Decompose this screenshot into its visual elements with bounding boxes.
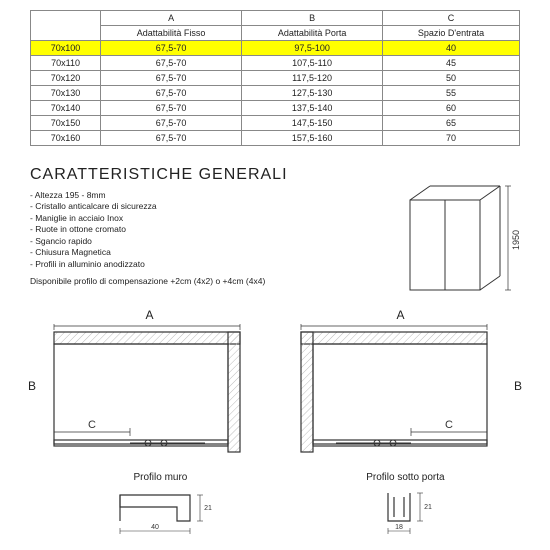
feature-item: Maniglie in acciaio Inox: [30, 213, 390, 224]
label-c-left: C: [88, 419, 96, 431]
col-letter: B: [242, 11, 383, 26]
cell: 107,5-110: [242, 56, 383, 71]
table-row: 70x15067,5-70147,5-15065: [31, 116, 520, 131]
label-a-right: A: [281, 308, 520, 322]
table-row: 70x13067,5-70127,5-13055: [31, 86, 520, 101]
feature-item: Sgancio rapido: [30, 236, 390, 247]
feature-item: Chiusura Magnetica: [30, 247, 390, 258]
elevation-diagram: 1950: [400, 180, 520, 300]
col-letter: A: [101, 11, 242, 26]
cell: 147,5-150: [242, 116, 383, 131]
table-row: 70x11067,5-70107,5-11045: [31, 56, 520, 71]
elevation-height-label: 1950: [511, 230, 520, 250]
features-list: Altezza 195 - 8mmCristallo anticalcare d…: [30, 190, 390, 270]
cell: 70x130: [31, 86, 101, 101]
cell: 70x110: [31, 56, 101, 71]
cell: 70x100: [31, 41, 101, 56]
label-c-right: C: [445, 419, 453, 431]
table-head: ABC Adattabilità FissoAdattabilità PortaS…: [31, 11, 520, 41]
feature-item: Ruote in ottone cromato: [30, 224, 390, 235]
cell: 60: [383, 101, 520, 116]
compensation-note: Disponibile profilo di compensazione +2c…: [30, 276, 390, 286]
cell: 67,5-70: [101, 71, 242, 86]
plan-right: A: [281, 308, 520, 464]
table-row: 70x12067,5-70117,5-12050: [31, 71, 520, 86]
cell: 97,5-100: [242, 41, 383, 56]
col-label: Adattabilità Porta: [242, 26, 383, 41]
cell: 67,5-70: [101, 101, 242, 116]
cell: 65: [383, 116, 520, 131]
door-profile-h: 21: [424, 504, 432, 511]
wall-profile: Profilo muro 40 21: [105, 472, 215, 537]
wall-profile-title: Profilo muro: [105, 472, 215, 483]
cell: 45: [383, 56, 520, 71]
wall-profile-w: 40: [152, 524, 160, 531]
feature-item: Altezza 195 - 8mm: [30, 190, 390, 201]
label-b-right: B: [514, 379, 522, 393]
label-b-left: B: [28, 379, 36, 393]
dimensions-table: ABC Adattabilità FissoAdattabilità PortaS…: [30, 10, 520, 146]
feature-item: Profili in alluminio anodizzato: [30, 259, 390, 270]
cell: 67,5-70: [101, 56, 242, 71]
cell: 70: [383, 131, 520, 146]
cell: 70x150: [31, 116, 101, 131]
cell: 157,5-160: [242, 131, 383, 146]
door-profile: Profilo sotto porta 18 21: [366, 472, 444, 537]
label-a-left: A: [30, 308, 269, 322]
feature-item: Cristallo anticalcare di sicurezza: [30, 201, 390, 212]
table-row: 70x10067,5-7097,5-10040: [31, 41, 520, 56]
cell: 67,5-70: [101, 116, 242, 131]
cell: 127,5-130: [242, 86, 383, 101]
cell: 70x120: [31, 71, 101, 86]
table-row: 70x14067,5-70137,5-14060: [31, 101, 520, 116]
plan-left: A: [30, 308, 269, 464]
cell: 67,5-70: [101, 41, 242, 56]
cell: 137,5-140: [242, 101, 383, 116]
col-label: Spazio D'entrata: [383, 26, 520, 41]
wall-profile-h: 21: [205, 505, 213, 512]
table-row: 70x16067,5-70157,5-16070: [31, 131, 520, 146]
col-label: Adattabilità Fisso: [101, 26, 242, 41]
cell: 67,5-70: [101, 131, 242, 146]
cell: 55: [383, 86, 520, 101]
plan-diagrams: A: [30, 308, 520, 464]
cell: 50: [383, 71, 520, 86]
cell: 70x140: [31, 101, 101, 116]
cell: 117,5-120: [242, 71, 383, 86]
section-title: CARATTERISTICHE GENERALI: [30, 166, 390, 184]
table-body: 70x10067,5-7097,5-1004070x11067,5-70107,…: [31, 41, 520, 146]
cell: 70x160: [31, 131, 101, 146]
cell: 40: [383, 41, 520, 56]
col-letter: C: [383, 11, 520, 26]
door-profile-title: Profilo sotto porta: [366, 472, 444, 483]
profiles-row: Profilo muro 40 21 Profilo sotto porta: [30, 472, 520, 537]
door-profile-w: 18: [395, 524, 403, 531]
cell: 67,5-70: [101, 86, 242, 101]
